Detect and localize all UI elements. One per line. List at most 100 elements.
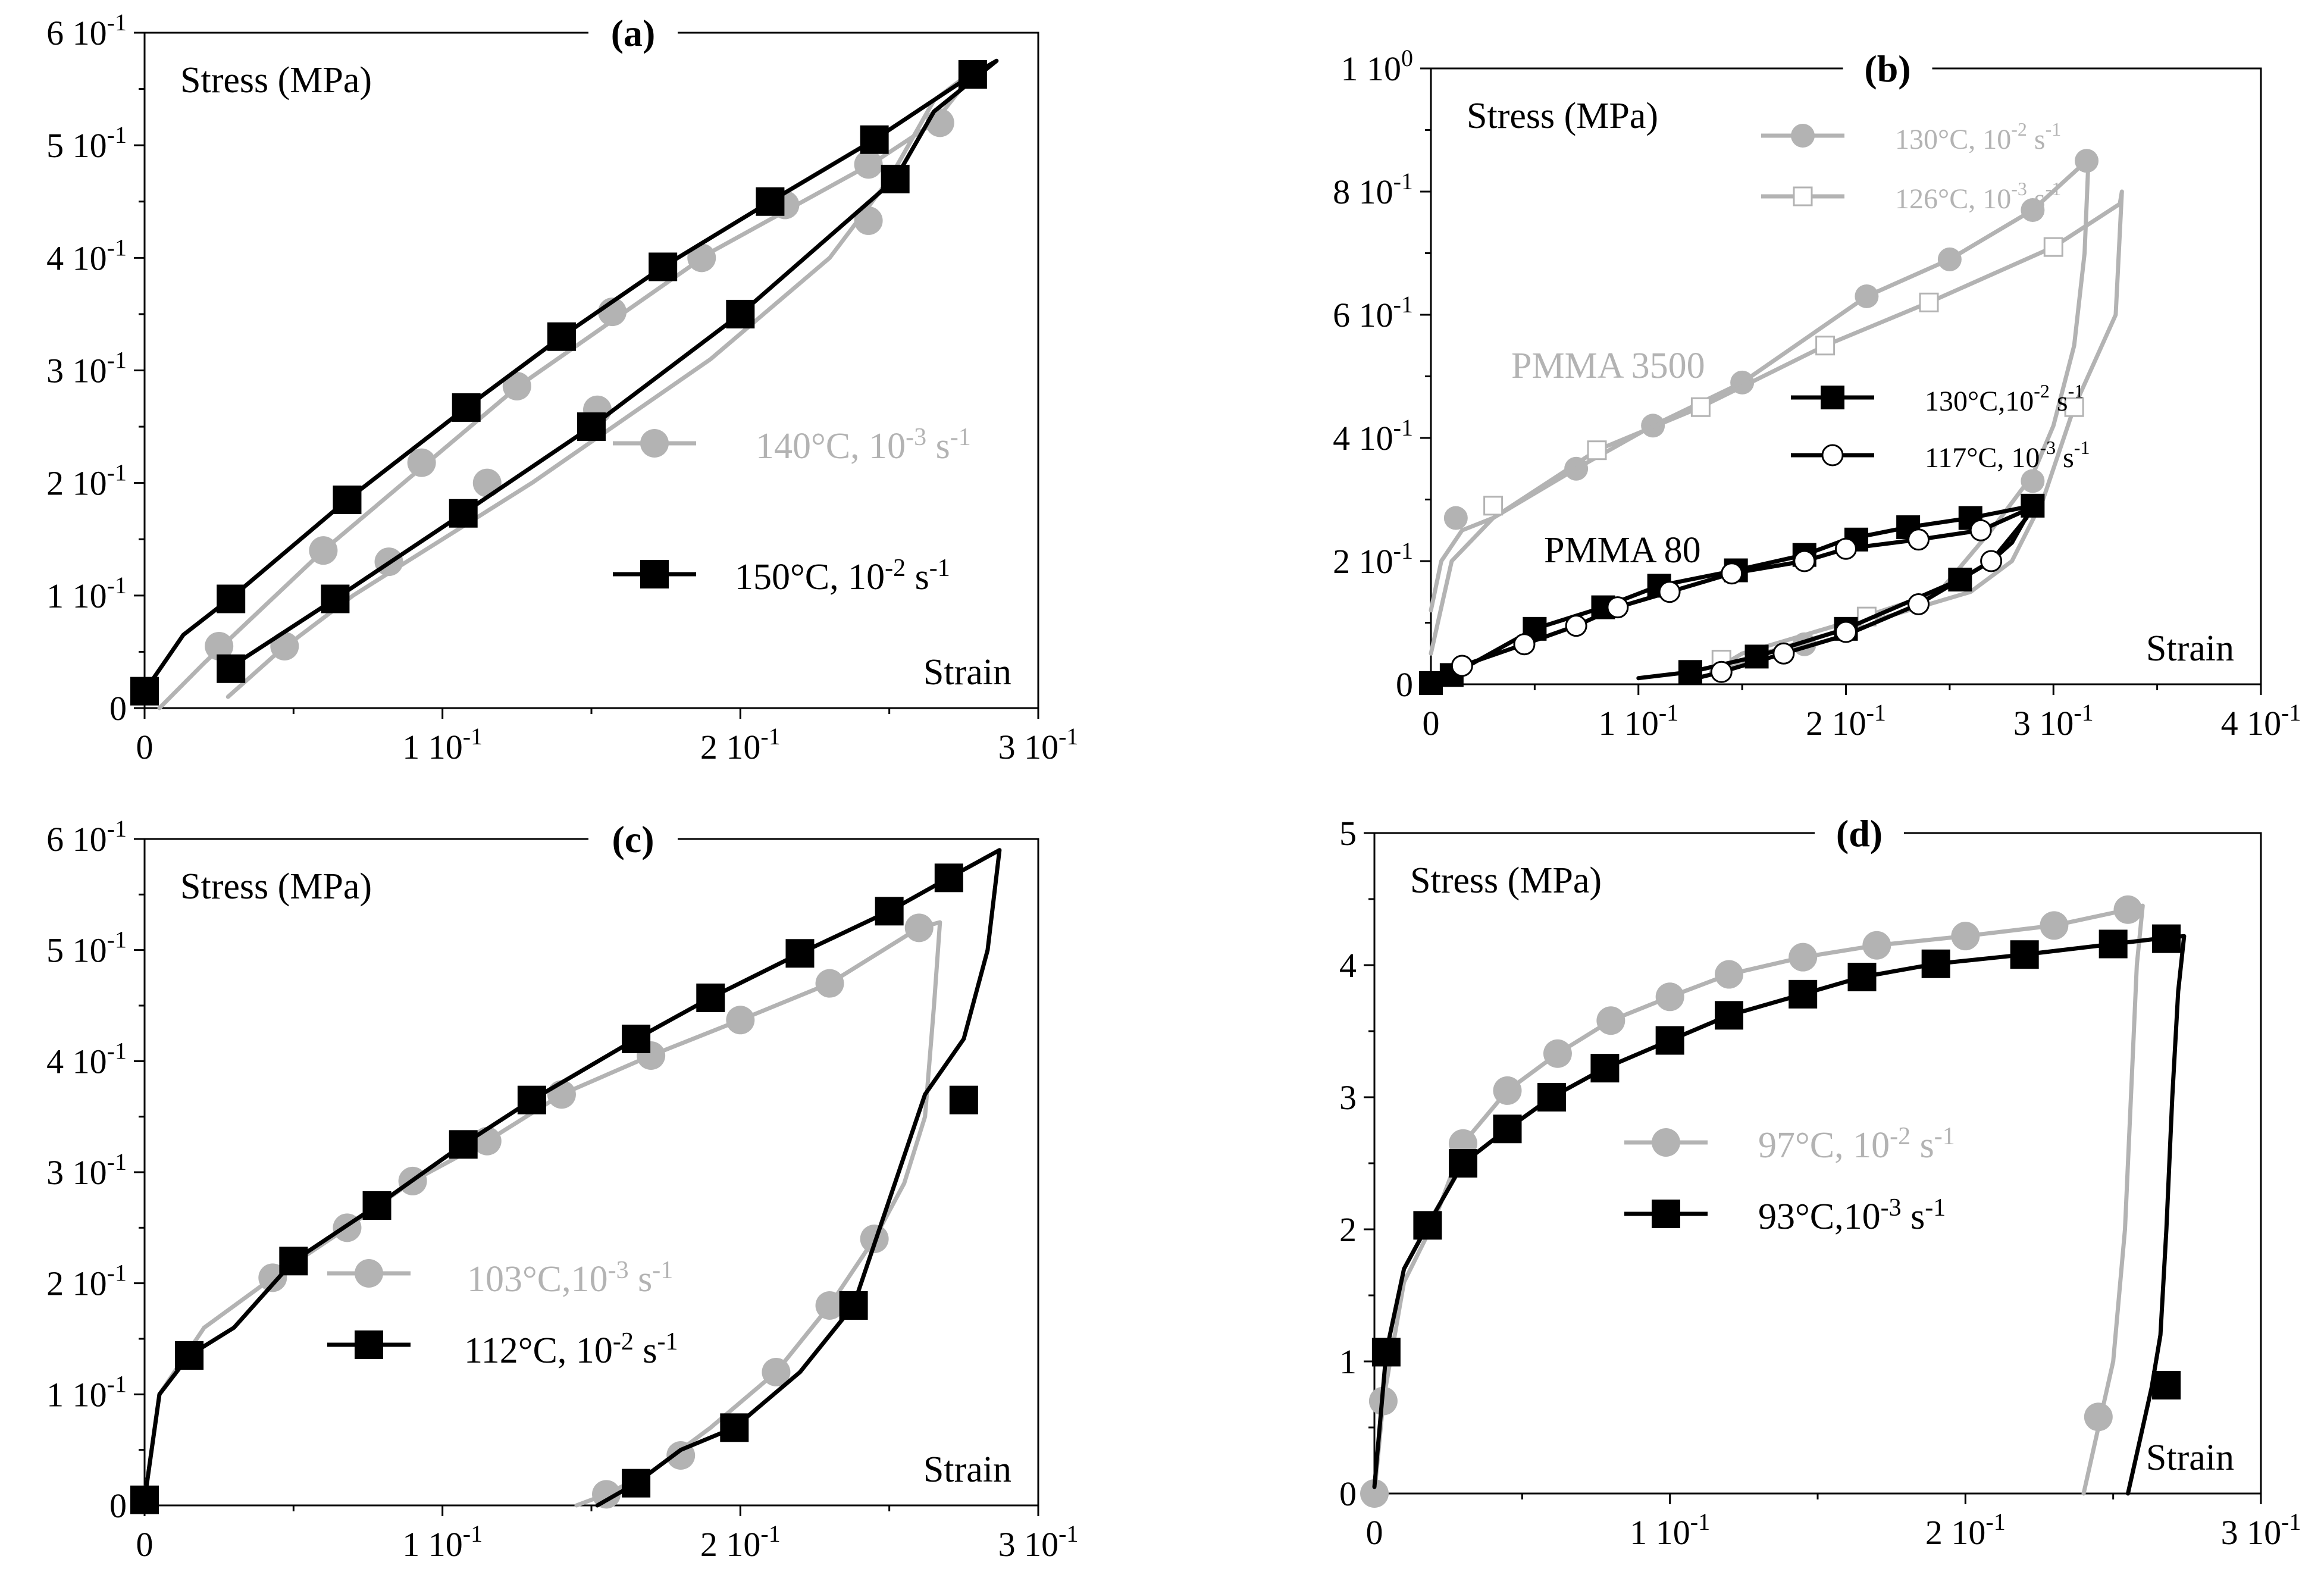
- data-point: [1678, 660, 1702, 684]
- data-point: [815, 1291, 844, 1320]
- y-axis-label: Stress (MPa): [180, 60, 372, 101]
- data-point: [1789, 979, 1818, 1009]
- chart-panel-2: 0 1 10-1 2 10-1 3 10-1 4 10-1 0 2 10-1 4 10-1 6 …: [1333, 45, 2301, 743]
- data-point: [726, 299, 755, 328]
- data-point: [175, 1341, 204, 1370]
- data-point: [1493, 1076, 1522, 1105]
- data-point: [854, 150, 883, 179]
- data-point: [577, 412, 606, 442]
- y-tick-label: 2 10-1: [46, 1260, 127, 1303]
- series-line: [142, 920, 942, 1508]
- y-tick-label: 6 10-1: [46, 815, 127, 859]
- legend-entry-2: 126°C, 10-3 s-1: [1761, 178, 2061, 215]
- series-2: [1429, 189, 2124, 674]
- data-point: [1590, 1054, 1620, 1083]
- data-point: [1862, 931, 1891, 960]
- data-point: [217, 654, 246, 683]
- legend-label: 93°C,10-3 s-1: [1758, 1194, 1946, 1237]
- data-point: [1908, 593, 1930, 615]
- data-point: [958, 60, 987, 89]
- data-point: [1710, 660, 1733, 683]
- data-point: [449, 499, 478, 528]
- legend-label: 103°C,10-3 s-1: [467, 1257, 673, 1300]
- series-4: [1429, 503, 2035, 685]
- legend-entry-1: 97°C, 10-2 s-1: [1624, 1123, 1955, 1166]
- chart-panel-1: 0 1 10-1 2 10-1 3 10-1 0 1 10-1 2 10-1 3 10-1 4 …: [46, 9, 1078, 766]
- x-tick-label: 1 10-1: [1630, 1508, 1710, 1552]
- data-point: [696, 983, 725, 1012]
- data-point: [1721, 562, 1743, 585]
- x-tick-label: 1 10-1: [402, 723, 483, 766]
- y-tick-label: 0: [1339, 1474, 1357, 1513]
- y-tick-label: 4: [1339, 946, 1357, 985]
- data-point: [217, 584, 246, 613]
- data-point: [2021, 469, 2045, 493]
- panel-label: (a): [611, 12, 656, 54]
- x-axis-label: Strain: [2146, 628, 2234, 669]
- data-point: [720, 1413, 749, 1442]
- legend-entry-1: 103°C,10-3 s-1: [327, 1257, 673, 1300]
- data-point: [762, 1358, 791, 1386]
- data-point: [1449, 1149, 1477, 1178]
- y-axis-label: Stress (MPa): [180, 866, 372, 907]
- y-tick-label: 1 10-1: [46, 1370, 127, 1414]
- data-point: [2152, 1370, 2181, 1399]
- data-point: [2010, 940, 2039, 969]
- data-point: [1413, 1211, 1442, 1240]
- series-line: [1429, 189, 2124, 674]
- data-point: [687, 243, 716, 273]
- data-point: [130, 677, 159, 706]
- data-point: [881, 164, 910, 193]
- x-tick-label: 1 10-1: [402, 1520, 483, 1564]
- annotation-2: PMMA 80: [1544, 530, 1701, 571]
- y-tick-label: 1: [1339, 1342, 1357, 1381]
- data-point: [622, 1025, 651, 1053]
- data-point: [1658, 581, 1681, 603]
- x-tick-label: 1 10-1: [1598, 699, 1678, 743]
- data-point: [1980, 550, 2003, 572]
- x-tick-label: 0: [1366, 1513, 1383, 1552]
- y-tick-label: 4 10-1: [46, 234, 127, 277]
- x-axis-label: Strain: [923, 652, 1011, 693]
- data-point: [1451, 655, 1473, 677]
- legend-label: 130°C, 10-2 s-1: [1895, 118, 2061, 155]
- series-1: [130, 913, 942, 1514]
- data-point: [649, 252, 678, 281]
- legend-marker: [1821, 386, 1844, 409]
- legend-label: 140°C, 10-3 s-1: [756, 424, 971, 466]
- legend-entry-4: 117°C, 10-3 s-1: [1791, 437, 2090, 474]
- data-point: [1596, 1006, 1625, 1035]
- data-point: [1793, 550, 1816, 572]
- x-tick-label: 3 10-1: [998, 723, 1079, 766]
- panel-label: (d): [1836, 812, 1883, 854]
- data-point: [839, 1291, 868, 1320]
- panel-label-backing: [588, 15, 678, 51]
- y-tick-label: 2 10-1: [1333, 537, 1413, 581]
- data-point: [726, 1006, 755, 1035]
- y-axis-label: Stress (MPa): [1467, 96, 1658, 136]
- data-point: [205, 631, 234, 660]
- data-point: [854, 206, 883, 235]
- y-tick-label: 1 100: [1341, 45, 1414, 88]
- legend-label: 130°C,10-2 s-1: [1925, 380, 2084, 417]
- y-axis-label: Stress (MPa): [1410, 860, 1602, 901]
- data-point: [1715, 1001, 1743, 1030]
- y-tick-label: 2 10-1: [46, 459, 127, 503]
- legend-entry-1: 130°C, 10-2 s-1: [1761, 118, 2061, 155]
- legend-label: 97°C, 10-2 s-1: [1758, 1123, 1955, 1166]
- legend-marker: [355, 1259, 383, 1288]
- data-point: [2021, 198, 2045, 223]
- data-point: [517, 1085, 546, 1114]
- data-point: [407, 448, 436, 477]
- data-point: [860, 125, 889, 154]
- data-point: [1690, 397, 1711, 417]
- panel-label: (b): [1864, 48, 1910, 90]
- data-point: [2113, 895, 2143, 924]
- legend-marker: [1821, 444, 1844, 466]
- legend-label: 126°C, 10-3 s-1: [1895, 178, 2061, 215]
- y-tick-label: 0: [109, 689, 127, 728]
- data-point: [1937, 247, 1962, 271]
- data-point: [1908, 528, 1930, 551]
- data-point: [1443, 506, 1468, 530]
